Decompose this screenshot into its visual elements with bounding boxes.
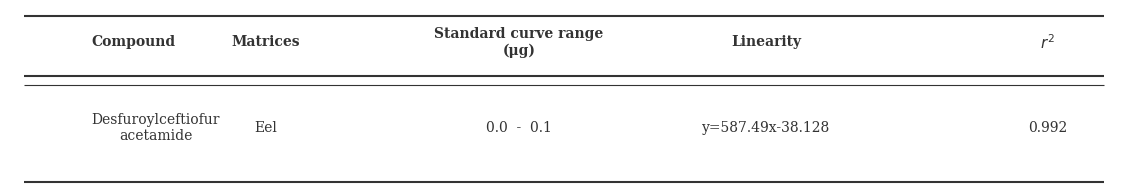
Text: $r^2$: $r^2$ — [1040, 33, 1056, 52]
Text: 0.992: 0.992 — [1029, 121, 1067, 135]
Text: Linearity: Linearity — [731, 35, 802, 49]
Text: Standard curve range
(μg): Standard curve range (μg) — [434, 27, 603, 58]
Text: Desfuroylceftiofur
acetamide: Desfuroylceftiofur acetamide — [91, 113, 220, 143]
Text: Eel: Eel — [255, 121, 277, 135]
Text: Matrices: Matrices — [231, 35, 300, 49]
Text: y=587.49x-38.128: y=587.49x-38.128 — [703, 121, 830, 135]
Text: Compound: Compound — [91, 35, 176, 49]
Text: 0.0  -  0.1: 0.0 - 0.1 — [486, 121, 552, 135]
